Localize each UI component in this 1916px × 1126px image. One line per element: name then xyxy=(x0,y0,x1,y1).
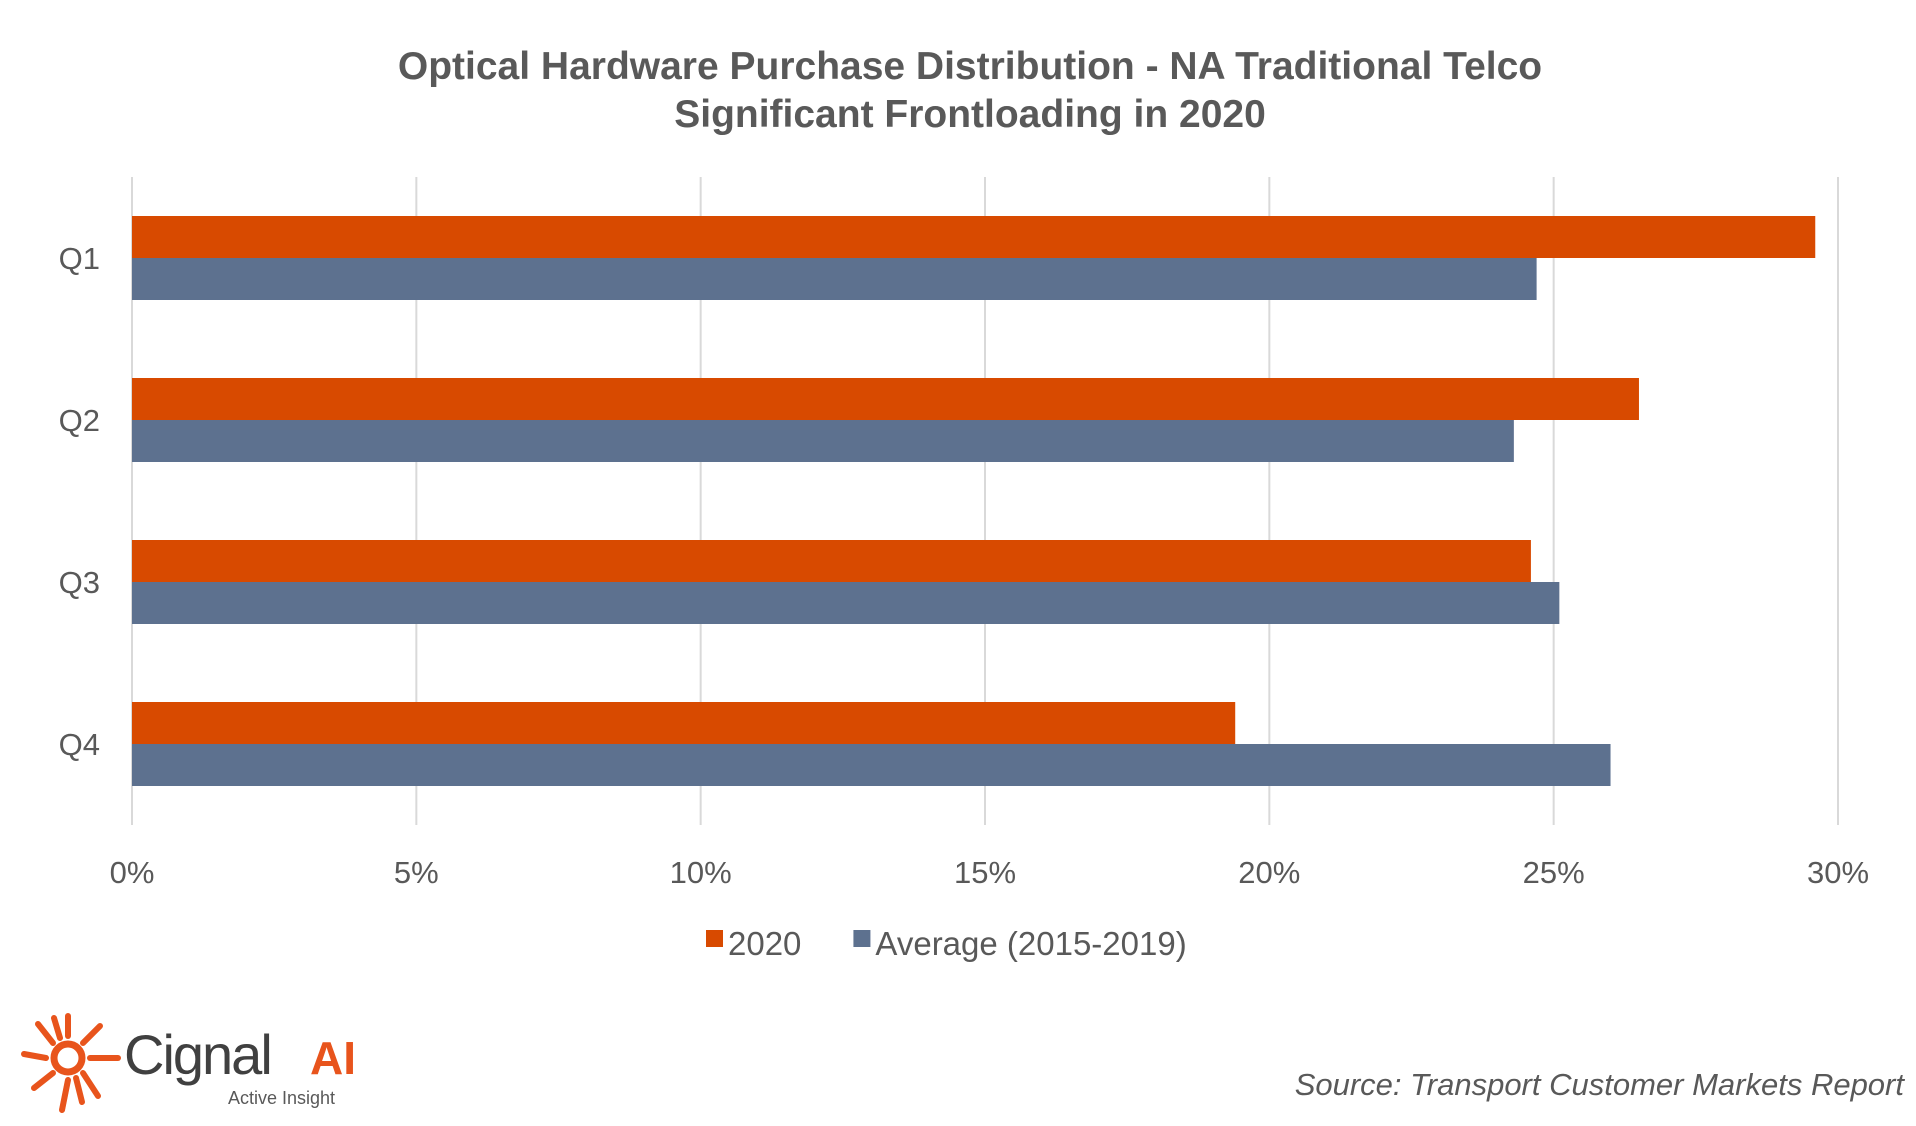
logo-ai: AI xyxy=(310,1032,356,1084)
x-tick-labels: 0% 5% 10% 15% 20% 25% 30% xyxy=(110,855,1869,890)
legend-swatch xyxy=(706,930,723,947)
category-label: Q2 xyxy=(59,403,100,438)
logo-tagline: Active Insight xyxy=(228,1088,335,1108)
source-note: Source: Transport Customer Markets Repor… xyxy=(1295,1067,1906,1102)
bar-q2-series-2020 xyxy=(132,378,1639,420)
chart-subtitle: Significant Frontloading in 2020 xyxy=(674,93,1266,136)
category-labels: Q1 Q2 Q3 Q4 xyxy=(59,241,100,762)
category-label: Q1 xyxy=(59,241,100,276)
category-label: Q4 xyxy=(59,727,100,762)
x-tick-label: 25% xyxy=(1523,855,1585,890)
bar-q3-series-average xyxy=(132,582,1560,624)
x-tick-label: 0% xyxy=(110,855,155,890)
x-tick-label: 10% xyxy=(670,855,732,890)
sun-burst-icon xyxy=(21,1013,121,1113)
legend: 2020 Average (2015-2019) xyxy=(706,925,1187,962)
x-tick-label: 15% xyxy=(954,855,1016,890)
legend-label: 2020 xyxy=(728,925,801,962)
x-tick-label: 5% xyxy=(394,855,439,890)
bar-q3-series-2020 xyxy=(132,540,1531,582)
logo-text: Cignal xyxy=(124,1023,271,1086)
bar-q2-series-average xyxy=(132,420,1514,462)
legend-label: Average (2015-2019) xyxy=(875,925,1186,962)
chart-title: Optical Hardware Purchase Distribution -… xyxy=(398,45,1542,88)
bar-q1-series-2020 xyxy=(132,216,1816,258)
bar-q4-series-average xyxy=(132,744,1611,786)
legend-swatch xyxy=(853,930,871,947)
x-tick-label: 20% xyxy=(1238,855,1300,890)
x-tick-label: 30% xyxy=(1807,855,1869,890)
bars xyxy=(132,216,1816,786)
bar-q1-series-average xyxy=(132,258,1537,300)
bar-q4-series-2020 xyxy=(132,702,1236,744)
cignal-ai-logo: Cignal AI Active Insight xyxy=(21,1013,356,1113)
category-label: Q3 xyxy=(59,565,100,600)
